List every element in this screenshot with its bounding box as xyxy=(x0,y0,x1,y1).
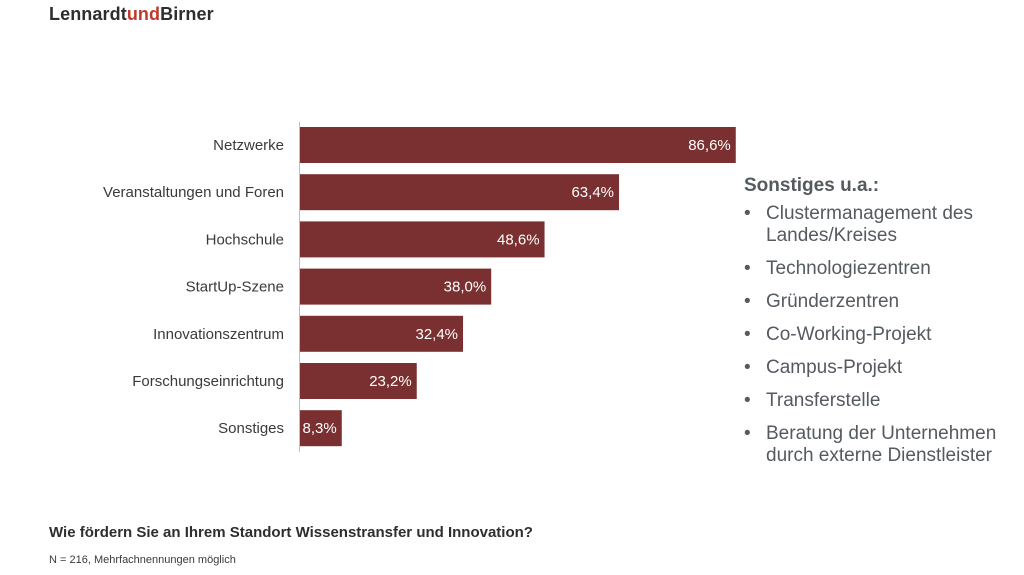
value-label: 8,3% xyxy=(303,420,337,437)
sample-note: N = 216, Mehrfachnennungen möglich xyxy=(49,554,236,566)
bullet-icon: • xyxy=(744,357,751,378)
sidebar-sonstiges: Sonstiges u.a.: • Clustermanagement des L… xyxy=(744,175,1004,478)
list-item: • Co-Working-Projekt xyxy=(744,324,1004,346)
bar-chart: Netzwerke 86,6% Veranstaltungen und Foren 6… xyxy=(103,122,736,452)
bullet-icon: • xyxy=(744,258,751,279)
category-label: Innovationszentrum xyxy=(153,326,284,343)
value-label: 38,0% xyxy=(444,279,487,296)
list-item-text: Co-Working-Projekt xyxy=(766,324,932,345)
brand-logo: LennardtundBirner xyxy=(49,4,214,25)
bar-1 xyxy=(300,174,620,211)
bar-4 xyxy=(300,315,464,352)
bullet-icon: • xyxy=(744,291,751,312)
value-label: 48,6% xyxy=(497,231,540,248)
category-label: Sonstiges xyxy=(218,420,284,437)
category-label: StartUp-Szene xyxy=(186,279,284,296)
logo-text-2: und xyxy=(126,4,161,24)
list-item: • Beratung der Unternehmen durch externe … xyxy=(744,423,1004,467)
sidebar-list: • Clustermanagement des Landes/Kreises • T… xyxy=(744,203,1004,467)
bar-6 xyxy=(300,410,342,447)
list-item-text: Gründerzentren xyxy=(766,291,900,312)
list-item-text: Beratung der Unternehmen durch externe D… xyxy=(766,423,997,466)
list-item-text: Technologiezentren xyxy=(766,258,931,279)
list-item-text: Campus-Projekt xyxy=(766,357,903,378)
list-item: • Gründerzentren xyxy=(744,291,1004,313)
bar-0 xyxy=(300,127,736,163)
sidebar-title: Sonstiges u.a.: xyxy=(744,175,880,196)
value-label: 63,4% xyxy=(571,184,614,201)
list-item: • Clustermanagement des Landes/Kreises xyxy=(744,203,1004,247)
category-label: Netzwerke xyxy=(213,137,284,154)
bar-2 xyxy=(300,221,545,258)
list-item-text: Transferstelle xyxy=(766,390,881,411)
survey-question: Wie fördern Sie an Ihrem Standort Wissen… xyxy=(49,524,533,541)
list-item: • Technologiezentren xyxy=(744,258,1004,280)
bullet-icon: • xyxy=(744,423,751,444)
logo-text-3: Birner xyxy=(160,4,214,24)
bullet-icon: • xyxy=(744,324,751,345)
value-label: 32,4% xyxy=(415,326,458,343)
category-label: Veranstaltungen und Foren xyxy=(103,184,284,201)
category-label: Forschungseinrichtung xyxy=(132,373,284,390)
value-label: 86,6% xyxy=(688,137,731,154)
bar-3 xyxy=(300,268,492,305)
list-item: • Transferstelle xyxy=(744,390,1004,412)
bullet-icon: • xyxy=(744,390,751,411)
list-item-text: Clustermanagement des Landes/Kreises xyxy=(766,203,973,246)
value-label: 23,2% xyxy=(369,373,412,390)
bar-5 xyxy=(300,363,417,399)
bullet-icon: • xyxy=(744,203,751,224)
category-label: Hochschule xyxy=(206,231,284,248)
list-item: • Campus-Projekt xyxy=(744,357,1004,379)
logo-text-1: Lennardt xyxy=(49,4,127,24)
